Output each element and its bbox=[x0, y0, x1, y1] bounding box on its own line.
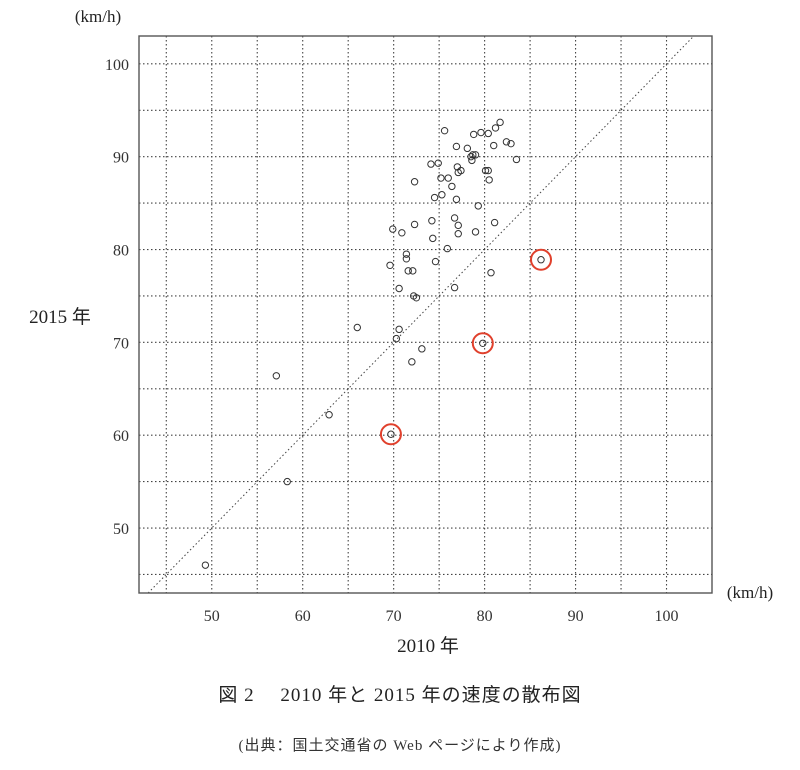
y-tick-label: 60 bbox=[113, 428, 129, 445]
data-point bbox=[427, 160, 435, 168]
data-point bbox=[485, 176, 493, 184]
data-point bbox=[450, 283, 459, 292]
data-point bbox=[502, 138, 511, 146]
data-point bbox=[484, 129, 492, 138]
data-point bbox=[481, 166, 490, 175]
highlight-circles bbox=[379, 248, 553, 446]
y-tick-label: 70 bbox=[113, 335, 129, 352]
x-tick-label: 60 bbox=[295, 608, 311, 625]
data-point bbox=[430, 193, 439, 202]
data-point bbox=[409, 267, 417, 275]
scatter-chart: 50 60 70 80 90 100 50 60 70 80 90 100 (km/h) (km/h… bbox=[29, 7, 773, 657]
data-point bbox=[283, 477, 291, 486]
x-tick-label: 50 bbox=[204, 608, 220, 625]
plot-frame bbox=[138, 35, 713, 594]
data-point bbox=[395, 284, 403, 293]
data-point bbox=[353, 323, 361, 332]
y-unit-label: (km/h) bbox=[75, 7, 121, 26]
grid-lines bbox=[139, 36, 712, 593]
data-point bbox=[412, 294, 421, 302]
data-point bbox=[467, 152, 475, 161]
reference-line bbox=[147, 35, 695, 594]
y-tick-label: 90 bbox=[113, 150, 129, 167]
highlight-circle bbox=[471, 332, 494, 355]
data-point bbox=[452, 142, 461, 151]
data-point bbox=[452, 195, 461, 204]
data-point bbox=[470, 130, 478, 139]
data-point bbox=[512, 155, 521, 164]
data-point bbox=[440, 126, 449, 135]
data-point bbox=[387, 430, 395, 438]
reference-line-group bbox=[147, 35, 695, 594]
data-point bbox=[325, 411, 333, 419]
x-unit-label: (km/h) bbox=[727, 583, 773, 602]
y-tick-label: 50 bbox=[113, 521, 129, 538]
data-point bbox=[468, 156, 476, 165]
data-point bbox=[471, 228, 480, 236]
data-point bbox=[471, 151, 480, 159]
data-point bbox=[431, 257, 440, 266]
data-point bbox=[201, 561, 210, 569]
data-point bbox=[428, 217, 436, 225]
data-point bbox=[392, 334, 401, 343]
x-axis-label: 2010 年 bbox=[397, 635, 459, 657]
data-point bbox=[429, 234, 437, 243]
y-tick-label: 100 bbox=[105, 57, 129, 74]
data-point bbox=[386, 261, 394, 269]
data-point bbox=[457, 166, 465, 175]
data-point bbox=[438, 191, 446, 199]
data-point bbox=[408, 358, 416, 366]
data-point bbox=[491, 124, 500, 132]
x-tick-labels: 50 60 70 80 90 100 bbox=[204, 608, 679, 625]
data-point bbox=[484, 166, 492, 175]
data-point bbox=[507, 139, 515, 148]
data-point bbox=[398, 229, 406, 237]
data-point bbox=[477, 128, 485, 137]
data-points bbox=[201, 118, 545, 569]
data-point bbox=[402, 250, 411, 258]
data-point bbox=[454, 230, 462, 238]
data-point bbox=[272, 372, 281, 380]
data-point bbox=[496, 118, 504, 127]
data-point bbox=[448, 182, 456, 191]
data-point bbox=[404, 267, 412, 275]
figure-caption: 図 2 2010 年と 2015 年の速度の散布図 bbox=[218, 685, 582, 706]
data-point bbox=[490, 141, 498, 150]
data-point bbox=[487, 269, 495, 277]
data-point bbox=[434, 159, 442, 167]
highlight-circle bbox=[379, 423, 402, 446]
data-point bbox=[537, 256, 545, 264]
x-tick-label: 70 bbox=[386, 608, 402, 625]
data-point bbox=[454, 221, 462, 230]
data-point bbox=[410, 220, 419, 229]
data-point bbox=[437, 174, 445, 182]
data-point bbox=[450, 214, 459, 222]
data-point bbox=[490, 218, 499, 227]
y-axis-label: 2015 年 bbox=[29, 306, 91, 328]
data-point bbox=[443, 244, 452, 253]
data-point bbox=[474, 202, 482, 210]
data-point bbox=[395, 325, 403, 334]
x-tick-label: 80 bbox=[477, 608, 493, 625]
x-tick-label: 100 bbox=[655, 608, 679, 625]
x-tick-label: 90 bbox=[568, 608, 584, 625]
y-tick-label: 80 bbox=[113, 243, 129, 260]
y-tick-labels: 50 60 70 80 90 100 bbox=[105, 57, 129, 538]
data-point bbox=[418, 345, 426, 353]
data-point bbox=[410, 178, 419, 186]
data-point bbox=[389, 225, 397, 233]
data-point bbox=[463, 144, 472, 153]
data-point bbox=[479, 339, 487, 347]
highlight-circle bbox=[530, 248, 553, 271]
source-note: (出典：国土交通省の Web ページにより作成) bbox=[238, 738, 562, 754]
data-point bbox=[444, 174, 452, 182]
data-point bbox=[469, 151, 477, 159]
data-point bbox=[402, 255, 411, 263]
